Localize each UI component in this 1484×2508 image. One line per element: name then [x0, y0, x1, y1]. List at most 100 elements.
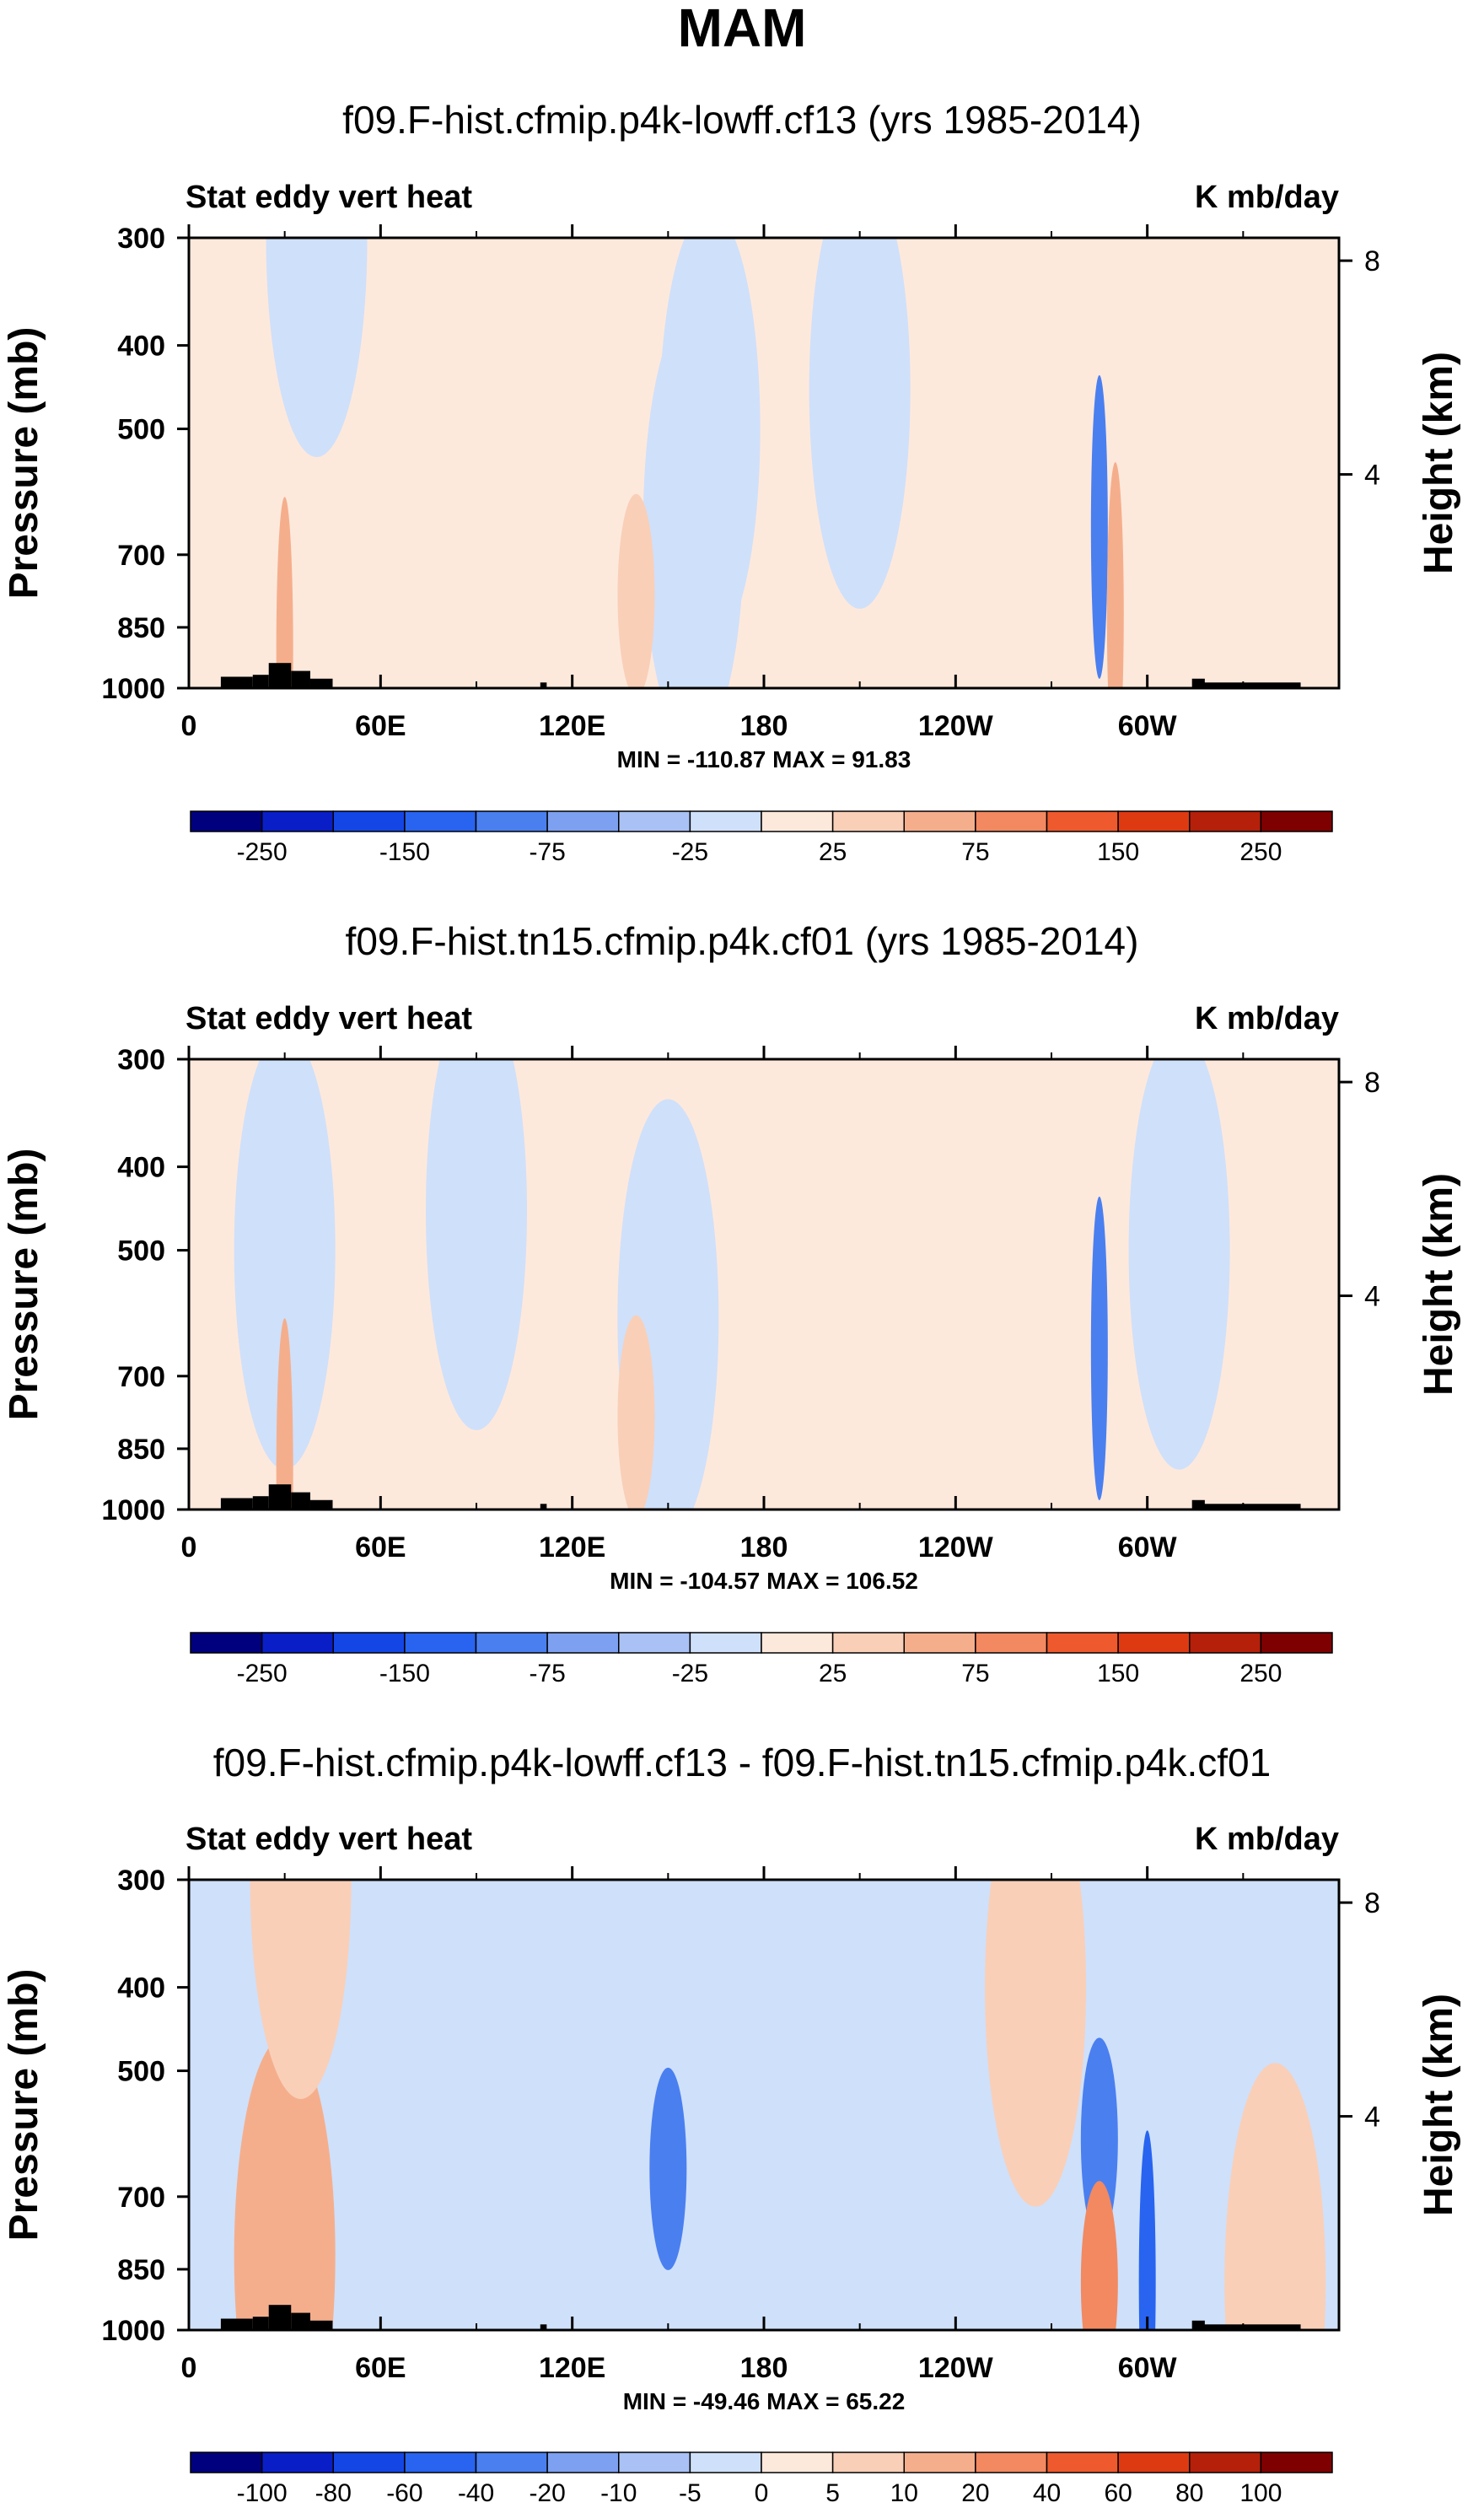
- y-tick-label: 500: [117, 2056, 165, 2088]
- field-feature-7: [617, 493, 655, 688]
- variable-label: Stat eddy vert heat: [186, 1822, 472, 1857]
- colorbar-swatch: [546, 1632, 620, 1654]
- y-tick-label: 400: [117, 331, 165, 363]
- colorbar-label: 250: [1239, 1660, 1282, 1687]
- y-tick-label: 700: [117, 1361, 165, 1393]
- topography-block: [1198, 1504, 1301, 1510]
- colorbar-swatch: [1117, 810, 1191, 832]
- y-right-tick-label: 4: [1364, 460, 1380, 492]
- y-axis-title: Pressure (mb): [2, 327, 46, 600]
- topography-block: [309, 2320, 333, 2330]
- colorbar-swatch: [689, 2451, 762, 2473]
- field-feature-1: [234, 1059, 336, 1470]
- x-tick-label: 60W: [1118, 710, 1178, 742]
- colorbar-label: 75: [961, 1660, 989, 1687]
- field-feature-6: [1106, 462, 1124, 688]
- topography-block: [252, 1496, 269, 1510]
- x-tick-label: 120W: [918, 2352, 994, 2384]
- y-tick-label: 700: [117, 2182, 165, 2214]
- colorbar-swatch: [546, 810, 620, 832]
- colorbar-swatch: [618, 810, 691, 832]
- x-tick-label: 120W: [918, 1531, 994, 1563]
- colorbar-label: 75: [961, 838, 989, 866]
- colorbar-swatch: [261, 1632, 334, 1654]
- colorbar-label: -10: [600, 2479, 637, 2507]
- chart-title: f09.F-hist.tn15.cfmip.p4k.cf01 (yrs 1985…: [346, 919, 1139, 963]
- colorbar-label: -75: [529, 1660, 565, 1687]
- colorbar-swatch: [689, 1632, 762, 1654]
- min-max-stats: MIN = -110.87 MAX = 91.83: [617, 746, 911, 772]
- chart-panel-3: f09.F-hist.cfmip.p4k-lowff.cf13 - f09.F-…: [2, 1741, 1461, 2507]
- colorbar-label: -250: [237, 1660, 288, 1687]
- topography-block: [309, 1499, 333, 1510]
- topography-block: [252, 675, 269, 688]
- y-tick-label: 850: [117, 2254, 165, 2286]
- page-title: MAM: [678, 0, 807, 58]
- colorbar-label: 5: [825, 2479, 840, 2507]
- y-tick-label: 850: [117, 612, 165, 644]
- y-axis-title: Pressure (mb): [2, 1969, 46, 2242]
- field-feature-4: [809, 238, 911, 609]
- topography-block: [1198, 2324, 1301, 2330]
- colorbar-swatch: [831, 2451, 905, 2473]
- field-feature-3: [1138, 2130, 1156, 2330]
- colorbar-label: -60: [386, 2479, 422, 2507]
- topography-block: [1191, 1499, 1205, 1510]
- colorbar-label: -25: [672, 1660, 708, 1687]
- x-tick-label: 60W: [1118, 1531, 1178, 1563]
- y-right-tick-label: 8: [1364, 1067, 1380, 1099]
- y-right-tick-label: 4: [1364, 2102, 1380, 2134]
- topography-block: [252, 2317, 269, 2330]
- colorbar-label: 60: [1104, 2479, 1132, 2507]
- field-feature-2: [426, 1059, 527, 1430]
- min-max-stats: MIN = -104.57 MAX = 106.52: [610, 1568, 918, 1594]
- x-tick-label: 120E: [539, 710, 605, 742]
- colorbar-swatch: [332, 2451, 406, 2473]
- topography-block: [291, 2312, 310, 2330]
- topography-block: [1191, 678, 1205, 688]
- y-axis-title: Pressure (mb): [2, 1149, 46, 1421]
- field-feature-3: [659, 238, 761, 649]
- x-tick-label: 120W: [918, 710, 994, 742]
- field-feature-8: [276, 497, 293, 688]
- x-tick-label: 120E: [539, 2352, 605, 2384]
- colorbar-swatch: [689, 810, 762, 832]
- colorbar-swatch: [475, 1632, 548, 1654]
- field-feature-1: [649, 2067, 687, 2270]
- colorbar-swatch: [903, 1632, 976, 1654]
- colorbar-swatch: [903, 2451, 976, 2473]
- colorbar-swatch: [261, 2451, 334, 2473]
- topography-block: [1198, 682, 1301, 688]
- y-tick-label: 500: [117, 414, 165, 446]
- chart-panel-1: f09.F-hist.cfmip.p4k-lowff.cf13 (yrs 198…: [2, 98, 1461, 866]
- colorbar-swatch: [761, 810, 834, 832]
- topography-block: [268, 663, 292, 688]
- colorbar-swatch: [1260, 2451, 1333, 2473]
- chart-title: f09.F-hist.cfmip.p4k-lowff.cf13 (yrs 198…: [342, 98, 1142, 142]
- colorbar-swatch: [1189, 2451, 1262, 2473]
- colorbar-swatch: [975, 2451, 1048, 2473]
- topography-block: [291, 670, 310, 688]
- colorbar-swatch: [190, 810, 263, 832]
- colorbar-label: 10: [890, 2479, 918, 2507]
- colorbar-swatch: [1117, 2451, 1191, 2473]
- chart-panel-2: f09.F-hist.tn15.cfmip.p4k.cf01 (yrs 1985…: [2, 919, 1461, 1687]
- y-right-tick-label: 4: [1364, 1281, 1380, 1313]
- field-feature-8: [1224, 2063, 1326, 2330]
- units-label: K mb/day: [1195, 180, 1339, 215]
- topography-block: [268, 2305, 292, 2330]
- min-max-stats: MIN = -49.46 MAX = 65.22: [623, 2388, 906, 2414]
- colorbar-swatch: [404, 2451, 477, 2473]
- colorbar-swatch: [261, 810, 334, 832]
- field-background: [189, 1880, 1339, 2330]
- topography-block: [220, 676, 253, 688]
- colorbar-label: -5: [679, 2479, 702, 2507]
- colorbar-label: -25: [672, 838, 708, 866]
- units-label: K mb/day: [1195, 1001, 1339, 1036]
- field-feature-4: [1090, 1196, 1108, 1500]
- colorbar-swatch: [618, 1632, 691, 1654]
- topography-block: [220, 1498, 253, 1510]
- colorbar-swatch: [1046, 1632, 1119, 1654]
- y-tick-label: 1000: [101, 1494, 165, 1526]
- colorbar-swatch: [1260, 1632, 1333, 1654]
